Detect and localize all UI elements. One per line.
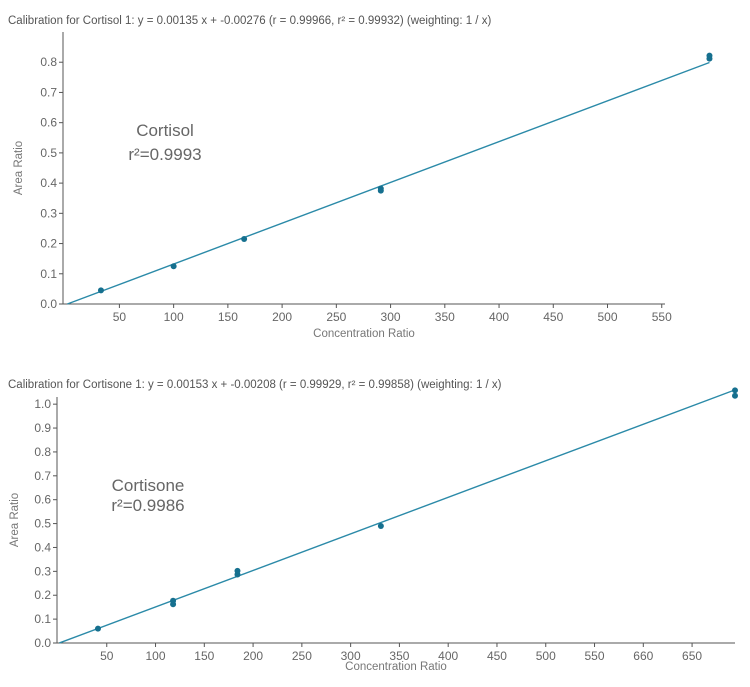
x-tick-label: 550 (585, 649, 605, 663)
x-tick-label: 450 (543, 310, 563, 324)
x-tick-label: 500 (536, 649, 556, 663)
annotation-compound: Cortisone (112, 476, 185, 495)
y-tick-label: 0.0 (34, 636, 51, 650)
data-point (732, 392, 738, 399)
x-tick-label: 350 (389, 649, 409, 663)
y-tick-label: 0.9 (34, 421, 51, 435)
y-tick-label: 0.6 (40, 116, 57, 130)
x-tick-label: 650 (682, 649, 702, 663)
y-tick-label: 0.5 (34, 517, 51, 531)
data-point (241, 236, 248, 243)
annotation-r-squared: r²=0.9993 (128, 145, 201, 164)
y-tick-label: 0.0 (40, 297, 57, 311)
y-tick-label: 0.4 (40, 176, 57, 190)
x-tick-label: 250 (292, 649, 312, 663)
data-point (706, 52, 713, 59)
x-tick-label: 300 (381, 310, 401, 324)
y-tick-label: 0.8 (40, 55, 57, 69)
x-axis-label: Concentration Ratio (313, 328, 415, 340)
chart-0: Calibration for Cortisol 1: y = 0.00135 … (8, 15, 713, 340)
data-point (170, 597, 177, 604)
x-tick-label: 660 (633, 649, 653, 663)
y-tick-label: 0.3 (34, 564, 51, 578)
y-tick-label: 0.5 (40, 146, 57, 160)
y-tick-label: 0.3 (40, 206, 57, 220)
y-axis-label: Area Ratio (9, 493, 21, 547)
fit-line (67, 61, 710, 305)
y-tick-label: 0.6 (34, 493, 51, 507)
x-tick-label: 400 (438, 649, 458, 663)
y-tick-label: 0.4 (34, 540, 51, 554)
y-tick-label: 0.7 (40, 85, 57, 99)
x-tick-label: 50 (100, 649, 114, 663)
data-point (97, 287, 104, 294)
data-point (732, 387, 738, 394)
x-tick-label: 50 (113, 310, 127, 324)
chart-1: Calibration for Cortisone 1: y = 0.00153… (8, 379, 738, 673)
x-tick-label: 400 (489, 310, 509, 324)
x-axis-label: Concentration Ratio (345, 661, 447, 673)
y-tick-label: 0.7 (34, 469, 51, 483)
x-tick-label: 200 (243, 649, 263, 663)
x-tick-label: 250 (326, 310, 346, 324)
annotation-r-squared: r²=0.9986 (111, 496, 184, 515)
x-tick-label: 450 (487, 649, 507, 663)
x-tick-label: 100 (146, 649, 166, 663)
data-point (377, 522, 384, 529)
x-tick-label: 550 (652, 310, 672, 324)
data-point (377, 185, 384, 192)
y-tick-label: 0.2 (40, 237, 57, 251)
data-point (170, 263, 177, 270)
y-axis-label: Area Ratio (13, 141, 25, 195)
y-tick-label: 0.2 (34, 588, 51, 602)
x-tick-label: 500 (597, 310, 617, 324)
y-tick-label: 0.1 (40, 267, 57, 281)
x-tick-label: 150 (218, 310, 238, 324)
x-tick-label: 100 (164, 310, 184, 324)
y-tick-label: 0.1 (34, 612, 51, 626)
annotation-compound: Cortisol (136, 121, 194, 140)
y-tick-label: 1.0 (34, 397, 51, 411)
x-tick-label: 200 (272, 310, 292, 324)
data-point (234, 567, 241, 574)
x-tick-label: 300 (341, 649, 361, 663)
chart-title: Calibration for Cortisol 1: y = 0.00135 … (8, 15, 491, 27)
fit-line (59, 389, 736, 644)
y-tick-label: 0.8 (34, 445, 51, 459)
data-point (94, 625, 101, 632)
x-tick-label: 150 (194, 649, 214, 663)
x-tick-label: 350 (435, 310, 455, 324)
chart-title: Calibration for Cortisone 1: y = 0.00153… (8, 379, 502, 391)
